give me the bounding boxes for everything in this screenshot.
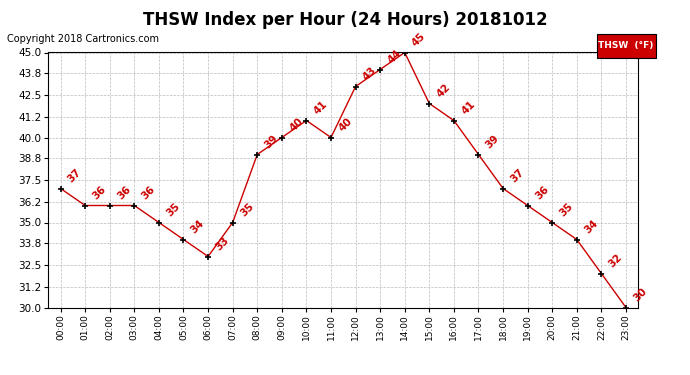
Text: 34: 34 — [189, 218, 206, 236]
Text: 39: 39 — [263, 133, 280, 150]
Text: 33: 33 — [214, 235, 231, 252]
Text: 37: 37 — [509, 167, 526, 184]
Text: 45: 45 — [411, 31, 428, 48]
Text: 35: 35 — [164, 201, 181, 218]
Text: THSW  (°F): THSW (°F) — [598, 42, 654, 51]
Text: 36: 36 — [90, 184, 108, 201]
Text: 40: 40 — [337, 116, 354, 134]
Text: 36: 36 — [533, 184, 551, 201]
Text: 42: 42 — [435, 82, 452, 99]
Text: 30: 30 — [631, 286, 649, 303]
Text: 39: 39 — [484, 133, 501, 150]
Text: 32: 32 — [607, 252, 624, 269]
Text: 40: 40 — [287, 116, 305, 134]
Text: 36: 36 — [140, 184, 157, 201]
Text: 43: 43 — [361, 65, 379, 82]
Text: 41: 41 — [460, 99, 477, 116]
Text: 35: 35 — [558, 201, 575, 218]
Text: 44: 44 — [386, 48, 403, 65]
Text: 34: 34 — [582, 218, 600, 236]
Text: 37: 37 — [66, 167, 83, 184]
Text: 35: 35 — [238, 201, 255, 218]
Text: 41: 41 — [312, 99, 329, 116]
Text: Copyright 2018 Cartronics.com: Copyright 2018 Cartronics.com — [7, 34, 159, 44]
Text: THSW Index per Hour (24 Hours) 20181012: THSW Index per Hour (24 Hours) 20181012 — [143, 11, 547, 29]
Text: 36: 36 — [115, 184, 132, 201]
